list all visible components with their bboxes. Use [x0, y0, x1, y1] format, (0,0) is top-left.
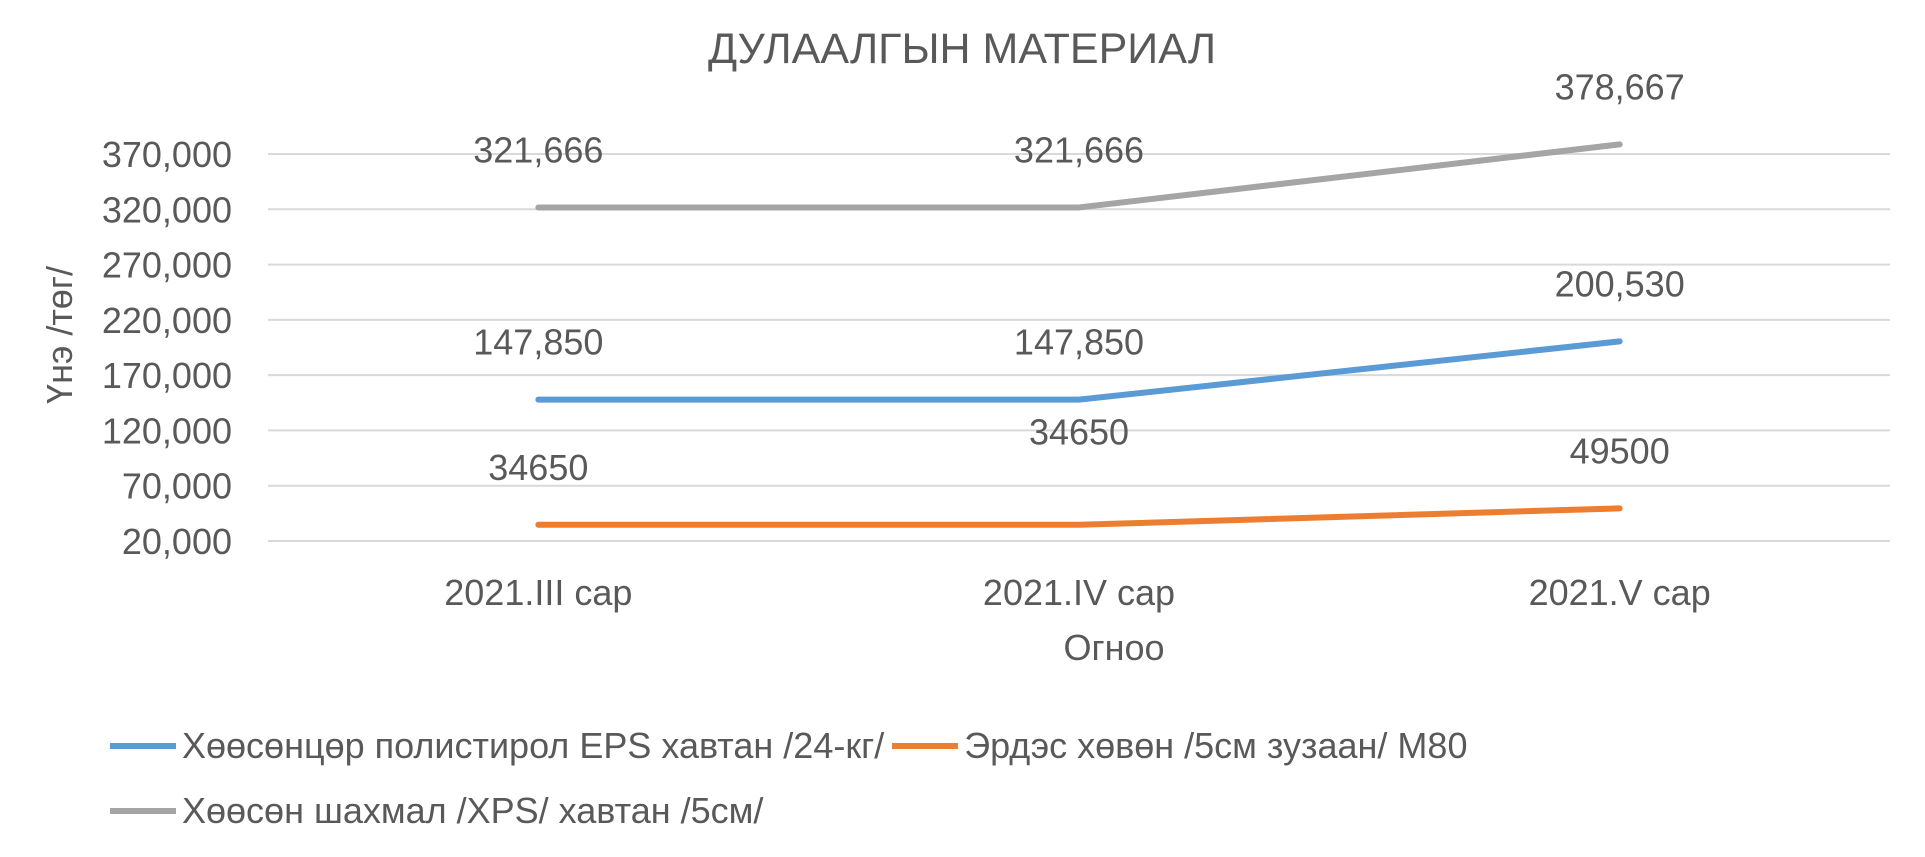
legend-label-mineral-wool: Эрдэс хөвөн /5см зузаан/ М80	[964, 725, 1468, 766]
data-label: 147,850	[473, 322, 603, 363]
legend-swatch-eps	[110, 743, 176, 749]
x-tick-label: 2021.V сар	[1529, 572, 1711, 613]
y-tick-label: 170,000	[102, 355, 232, 396]
series-line-0	[535, 338, 1623, 403]
y-axis-title: Үнэ /төг/	[39, 266, 80, 404]
x-axis-ticks: 2021.III сар 2021.IV сар 2021.V сар	[444, 572, 1710, 613]
y-tick-label: 120,000	[102, 410, 232, 451]
legend-swatch-xps	[110, 808, 176, 814]
legend-label-xps: Хөөсөн шахмал /XPS/ хавтан /5см/	[182, 790, 764, 831]
data-label: 200,530	[1555, 263, 1685, 304]
data-label: 321,666	[473, 129, 603, 170]
data-label: 147,850	[1014, 322, 1144, 363]
legend: Хөөсөнцөр полистирол EPS хавтан /24-кг/ …	[110, 725, 1475, 767]
series-line-1	[535, 505, 1623, 528]
x-axis-title: Огноо	[1063, 627, 1164, 668]
y-tick-label: 20,000	[122, 521, 232, 562]
legend-item-xps: Хөөсөн шахмал /XPS/ хавтан /5см/	[110, 790, 763, 832]
data-label: 34650	[488, 447, 588, 488]
data-label: 378,667	[1555, 66, 1685, 107]
chart-title: ДУЛААЛГЫН МАТЕРИАЛ	[708, 25, 1216, 73]
legend-item-eps: Хөөсөнцөр полистирол EPS хавтан /24-кг/	[110, 725, 884, 767]
data-label: 34650	[1029, 412, 1129, 453]
y-tick-label: 270,000	[102, 245, 232, 286]
x-tick-label: 2021.IV сар	[983, 572, 1175, 613]
legend-second-row: Хөөсөн шахмал /XPS/ хавтан /5см/	[110, 790, 771, 832]
data-labels: 147,850 147,850 200,530 34650 34650 49500 321,…	[473, 66, 1684, 487]
legend-item-mineral-wool: Эрдэс хөвөн /5см зузаан/ М80	[892, 725, 1467, 767]
data-label: 321,666	[1014, 129, 1144, 170]
legend-swatch-mineral-wool	[892, 743, 959, 749]
y-axis-ticks: 20,000 70,000 120,000 170,000 220,000 270,000…	[102, 134, 232, 562]
y-tick-label: 320,000	[102, 189, 232, 230]
y-tick-label: 70,000	[122, 466, 232, 507]
series-line-2	[535, 141, 1623, 211]
gridlines	[268, 153, 1890, 542]
series-lines	[535, 141, 1623, 528]
y-tick-label: 370,000	[102, 134, 232, 175]
x-tick-label: 2021.III сар	[444, 572, 632, 613]
legend-label-eps: Хөөсөнцөр полистирол EPS хавтан /24-кг/	[182, 725, 885, 766]
y-tick-label: 220,000	[102, 300, 232, 341]
data-label: 49500	[1570, 430, 1670, 471]
